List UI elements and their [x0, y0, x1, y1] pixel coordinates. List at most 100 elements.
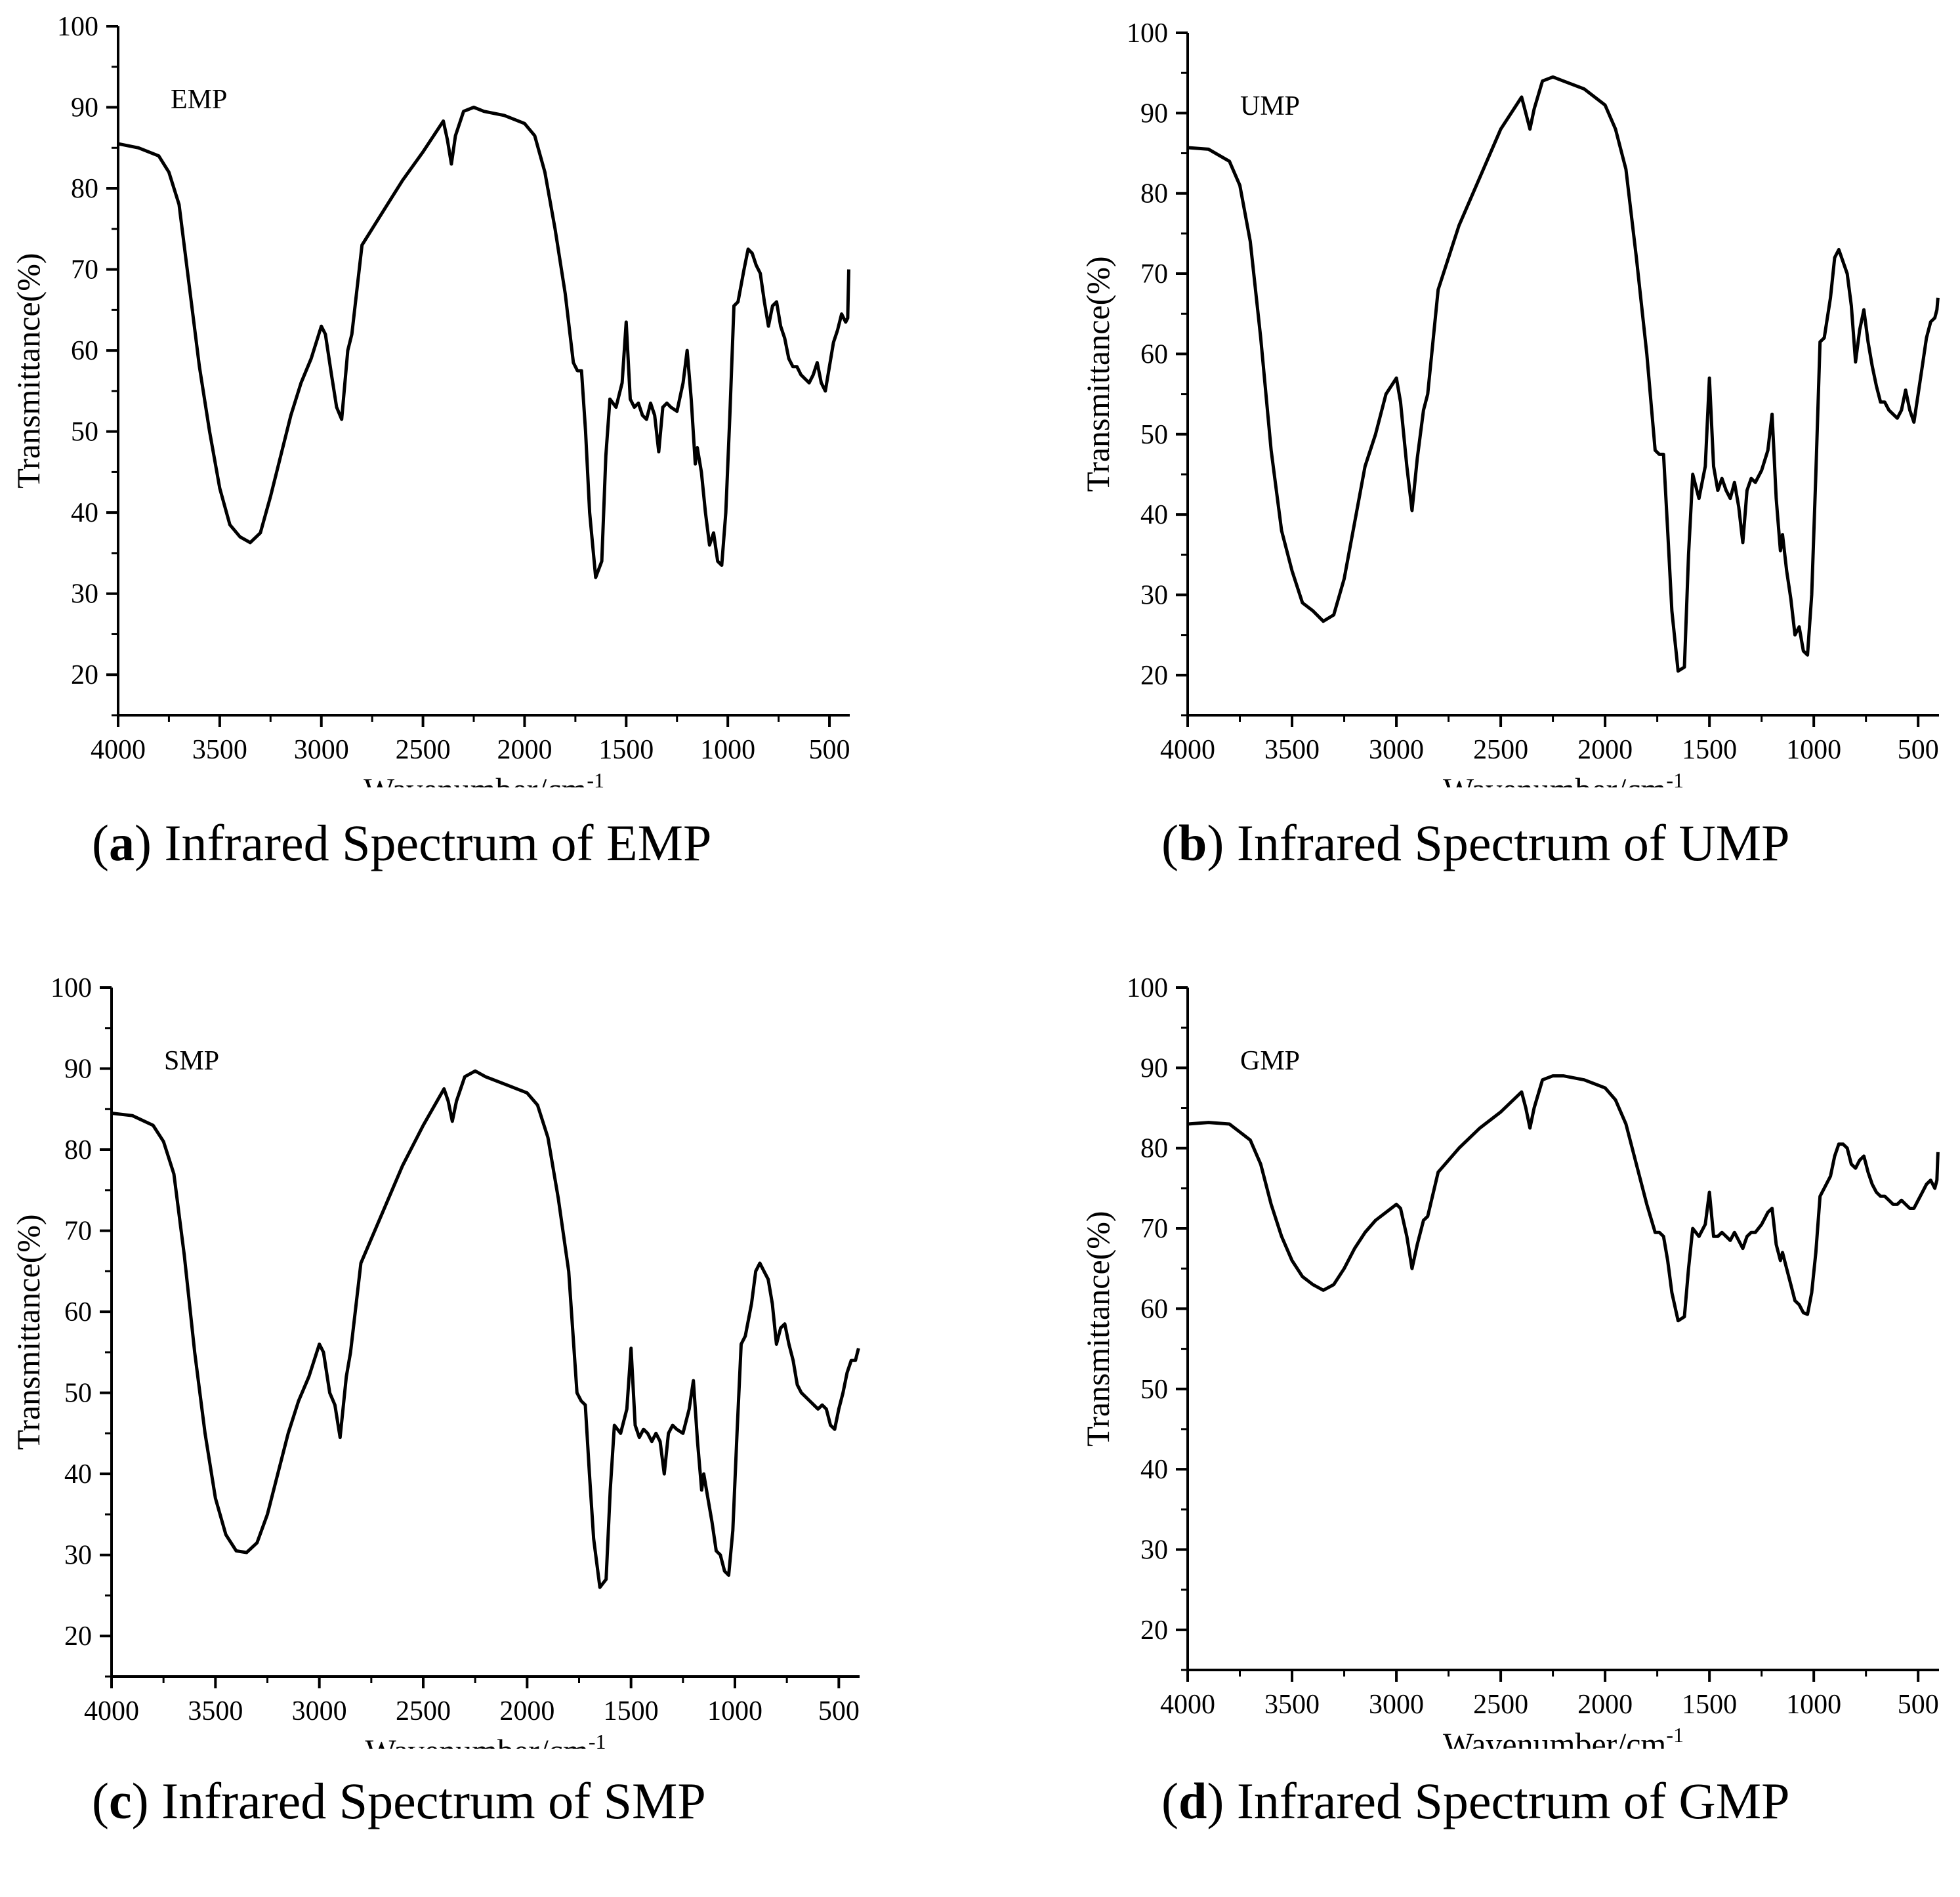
x-axis-label-text: Wavenumber/cm — [1443, 1726, 1666, 1749]
x-tick-label: 500 — [1898, 1690, 1939, 1720]
y-tick-label: 100 — [1127, 973, 1168, 1003]
chart-d: 20 30 40 50 60 70 80 90 100 4000 3500 3000 2500 2000 1… — [1079, 973, 1940, 1762]
y-tick-label: 90 — [1140, 1053, 1168, 1083]
caption-letter: c — [108, 1772, 132, 1829]
caption-paren-open: ( — [92, 814, 109, 871]
x-tick-label: 1000 — [707, 1696, 762, 1726]
x-axis-label-superscript: -1 — [1666, 768, 1684, 787]
x-tick-label: 3500 — [188, 1696, 243, 1726]
caption-b: (b) Infrared Spectrum of UMP — [1161, 814, 1789, 873]
panel-c: 20 30 40 50 60 70 80 90 100 4000 3500 3000 2500 2000 1… — [0, 961, 951, 1769]
x-tick-label: 1000 — [1786, 1690, 1841, 1720]
x-tick-label: 4000 — [1160, 735, 1215, 765]
x-axis-label-superscript: -1 — [587, 768, 604, 787]
panel-d: 20 30 40 50 60 70 80 90 100 4000 3500 3000 2500 2000 1… — [1070, 961, 1960, 1762]
x-axis-label: Wavenumber/cm-1 — [1443, 1723, 1684, 1749]
y-tick-label: 60 — [64, 1297, 92, 1327]
x-axis-label-text: Wavenumber/cm — [1443, 771, 1666, 787]
y-tick-label: 80 — [1140, 1134, 1168, 1164]
series-label: GMP — [1240, 1046, 1300, 1076]
series-label: UMP — [1240, 91, 1300, 121]
x-tick-label: 1500 — [604, 1696, 659, 1726]
caption-d: (d) Infrared Spectrum of GMP — [1161, 1772, 1789, 1831]
y-tick-label: 40 — [64, 1459, 92, 1490]
caption-paren-open: ( — [1161, 814, 1178, 871]
x-tick-label: 2500 — [396, 1696, 451, 1726]
caption-text: Infrared Spectrum of GMP — [1224, 1772, 1790, 1829]
x-tick-label: 2500 — [1473, 1690, 1528, 1720]
y-tick-label: 100 — [51, 973, 92, 1003]
y-tick-label: 30 — [1140, 580, 1168, 610]
caption-letter: a — [108, 814, 135, 871]
y-tick-label: 90 — [1140, 98, 1168, 129]
x-tick-label: 2500 — [1473, 735, 1528, 765]
chart-axes: 20 30 40 50 60 70 80 90 100 4000 3500 3000 2500 2000 1… — [10, 12, 850, 808]
y-tick-label: 70 — [1140, 1214, 1168, 1244]
x-tick-label: 2000 — [1577, 735, 1633, 765]
x-axis-label: Wavenumber/cm-1 — [364, 768, 604, 787]
y-tick-label: 90 — [64, 1054, 92, 1085]
y-tick-label: 70 — [64, 1217, 92, 1247]
x-tick-label: 1000 — [1786, 735, 1841, 765]
y-tick-label: 50 — [64, 1379, 92, 1409]
x-tick-label: 2000 — [497, 735, 552, 765]
caption-text: Infrared Spectrum of UMP — [1224, 814, 1790, 871]
y-tick-label: 30 — [1140, 1535, 1168, 1565]
x-tick-label: 2000 — [1577, 1690, 1633, 1720]
x-tick-label: 500 — [1898, 735, 1939, 765]
x-tick-label: 4000 — [91, 735, 146, 765]
y-tick-label: 20 — [71, 660, 98, 690]
y-tick-label: 80 — [64, 1135, 92, 1165]
x-axis-label: Wavenumber/cm-1 — [1443, 768, 1684, 787]
y-tick-label: 40 — [1140, 500, 1168, 530]
panel-a: 20 30 40 50 60 70 80 90 100 4000 3500 3000 2500 2000 1… — [0, 0, 951, 808]
x-axis-label-superscript: -1 — [589, 1730, 606, 1749]
caption-a: (a) Infrared Spectrum of EMP — [92, 814, 711, 873]
y-tick-label: 40 — [1140, 1455, 1168, 1485]
y-tick-label: 70 — [1140, 259, 1168, 289]
x-tick-label: 1500 — [1682, 735, 1737, 765]
chart-a: 20 30 40 50 60 70 80 90 100 4000 3500 3000 2500 2000 1… — [10, 12, 850, 808]
caption-paren-close: ) — [1207, 814, 1224, 871]
chart-c: 20 30 40 50 60 70 80 90 100 4000 3500 3000 2500 2000 1… — [10, 973, 860, 1769]
x-tick-label: 3000 — [292, 1696, 347, 1726]
y-tick-label: 20 — [1140, 661, 1168, 691]
x-axis-label-text: Wavenumber/cm — [365, 1732, 589, 1749]
x-tick-label: 3500 — [192, 735, 247, 765]
caption-paren-close: ) — [134, 814, 152, 871]
caption-paren-close: ) — [131, 1772, 149, 1829]
x-tick-label: 3000 — [1369, 1690, 1424, 1720]
y-tick-label: 50 — [71, 417, 98, 448]
caption-text: Infrared Spectrum of EMP — [151, 814, 712, 871]
chart-axes: 20 30 40 50 60 70 80 90 100 4000 3500 3000 2500 2000 1… — [1079, 973, 1939, 1762]
y-tick-label: 60 — [71, 336, 98, 366]
x-tick-label: 1500 — [1682, 1690, 1737, 1720]
caption-paren-close: ) — [1207, 1772, 1224, 1829]
y-axis-label: Transmittance(%) — [1079, 1211, 1116, 1446]
y-tick-label: 80 — [71, 174, 98, 204]
chart-b: 20 30 40 50 60 70 80 90 100 4000 3500 3000 2500 2000 1… — [1079, 18, 1940, 808]
y-tick-label: 90 — [71, 93, 98, 123]
y-axis-label: Transmittance(%) — [1079, 256, 1116, 491]
x-tick-label: 1000 — [700, 735, 755, 765]
y-tick-label: 30 — [71, 579, 98, 610]
x-tick-label: 3500 — [1264, 1690, 1320, 1720]
spectrum-line — [1187, 75, 1940, 673]
x-tick-label: 1500 — [598, 735, 654, 765]
x-axis-label-text: Wavenumber/cm — [364, 771, 587, 787]
x-tick-label: 500 — [818, 1696, 860, 1726]
x-tick-label: 3500 — [1264, 735, 1320, 765]
y-tick-label: 30 — [64, 1541, 92, 1571]
x-tick-label: 4000 — [84, 1696, 139, 1726]
caption-paren-open: ( — [1161, 1772, 1178, 1829]
caption-letter: d — [1178, 1772, 1207, 1829]
x-tick-label: 3000 — [1369, 735, 1424, 765]
x-tick-label: 3000 — [294, 735, 349, 765]
y-tick-label: 80 — [1140, 179, 1168, 209]
series-label: EMP — [171, 85, 227, 115]
x-tick-label: 4000 — [1160, 1690, 1215, 1720]
caption-letter: b — [1178, 814, 1207, 871]
y-tick-label: 100 — [57, 12, 98, 42]
chart-axes: 20 30 40 50 60 70 80 90 100 4000 3500 3000 2500 2000 1… — [1079, 18, 1939, 808]
x-tick-label: 500 — [809, 735, 850, 765]
